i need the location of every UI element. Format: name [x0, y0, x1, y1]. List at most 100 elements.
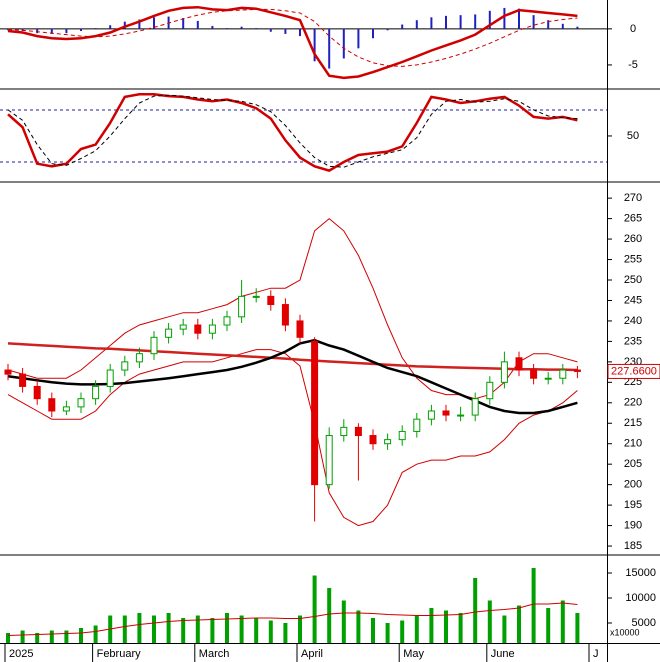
y-tick-label: 0: [630, 23, 636, 35]
line: [7, 93, 578, 172]
y-tick-label: 265: [624, 213, 642, 225]
x-tick-label: March: [199, 648, 230, 660]
volume-bar: [444, 610, 448, 643]
y-tick-label: -5: [628, 59, 638, 71]
y-tick-label: 200: [624, 479, 642, 491]
x-tick-label: June: [491, 648, 515, 660]
candle-body: [48, 398, 56, 412]
candle-body: [179, 324, 187, 330]
candle-body: [19, 373, 27, 387]
y-tick-label: 210: [624, 438, 642, 450]
candle-body: [194, 324, 202, 334]
volume-bar: [327, 588, 332, 643]
candle-body: [33, 385, 41, 400]
candle-body: [208, 324, 216, 334]
candle-body: [92, 385, 100, 400]
y-tick-label: 215: [624, 417, 642, 429]
candle-body: [325, 435, 333, 486]
y-tick-label: 15000: [625, 567, 656, 579]
candle-body: [486, 381, 494, 400]
volume-bar: [312, 575, 317, 643]
y-tick-label: 255: [624, 253, 642, 265]
candle-body: [311, 340, 319, 486]
x-tick-label: February: [97, 648, 142, 660]
volume-bar: [49, 630, 54, 643]
volume-bar: [473, 578, 478, 643]
line: [7, 602, 578, 636]
y-tick-label: 240: [624, 315, 642, 327]
volume-bar: [371, 618, 375, 643]
y-tick-label: 260: [624, 233, 642, 245]
candle-body: [398, 430, 406, 441]
candle-body: [165, 328, 173, 338]
candle-body: [121, 361, 129, 371]
line: [7, 94, 578, 168]
volume-bar: [35, 633, 40, 643]
y-tick-label: 195: [624, 499, 642, 511]
volume-bar: [79, 628, 83, 643]
candle-body: [135, 353, 143, 363]
volume-bar: [517, 605, 521, 643]
candle-body: [62, 406, 70, 412]
y-tick-label: 205: [624, 458, 642, 470]
candle-body: [296, 320, 304, 338]
candle-body: [267, 295, 275, 306]
candle-body: [559, 369, 567, 379]
y-tick-label: 10000: [625, 592, 656, 604]
volume-bar: [137, 613, 142, 643]
volume-bar: [298, 615, 302, 643]
volume-bar: [502, 615, 507, 643]
volume-bar: [268, 620, 273, 643]
volume-bar: [356, 610, 361, 643]
line: [7, 5, 578, 80]
candle-body: [106, 369, 114, 387]
volume-bar: [181, 618, 186, 643]
candle-body: [471, 398, 479, 416]
candle-body: [413, 418, 421, 432]
volume-bar: [385, 623, 390, 643]
y-tick-label: 190: [624, 519, 642, 531]
y-tick-label: 225: [624, 376, 642, 388]
volume-bar: [429, 608, 434, 643]
y-tick-label: 270: [624, 192, 642, 204]
volume-bar: [239, 615, 244, 643]
line: [7, 342, 578, 372]
last-price-label: 227.6600: [611, 365, 657, 377]
candle-body: [515, 357, 523, 371]
volume-bar: [546, 608, 551, 643]
candle-body: [544, 377, 552, 380]
candle-body: [354, 426, 362, 437]
volume-bar: [414, 615, 419, 643]
candle-body: [281, 304, 289, 326]
candle-body: [500, 361, 508, 383]
x-tick-label: April: [301, 648, 323, 660]
candle-body: [457, 414, 465, 417]
y-tick-label: 235: [624, 335, 642, 347]
volume-bar: [122, 615, 127, 643]
volume-bar: [195, 615, 200, 643]
candle-body: [238, 295, 246, 318]
volume-bar: [487, 600, 492, 643]
candle-body: [252, 295, 260, 298]
candle-body: [340, 426, 348, 437]
volume-bar: [254, 618, 259, 643]
candle-body: [442, 410, 450, 416]
candle-body: [573, 369, 581, 372]
volume-bar: [225, 613, 229, 643]
x-tick-label: May: [403, 648, 424, 660]
volume-bar: [210, 618, 215, 643]
volume-bar: [283, 623, 288, 643]
x-tick-label: J: [593, 648, 599, 660]
candle-body: [427, 410, 435, 420]
volume-bar: [560, 600, 565, 643]
candle-body: [150, 336, 158, 355]
volume-bar: [166, 613, 171, 643]
line: [7, 217, 578, 400]
volume-bar: [152, 615, 156, 643]
volume-bar: [575, 613, 580, 643]
last-price-box: [607, 363, 660, 379]
y-tick-label: 245: [624, 294, 642, 306]
